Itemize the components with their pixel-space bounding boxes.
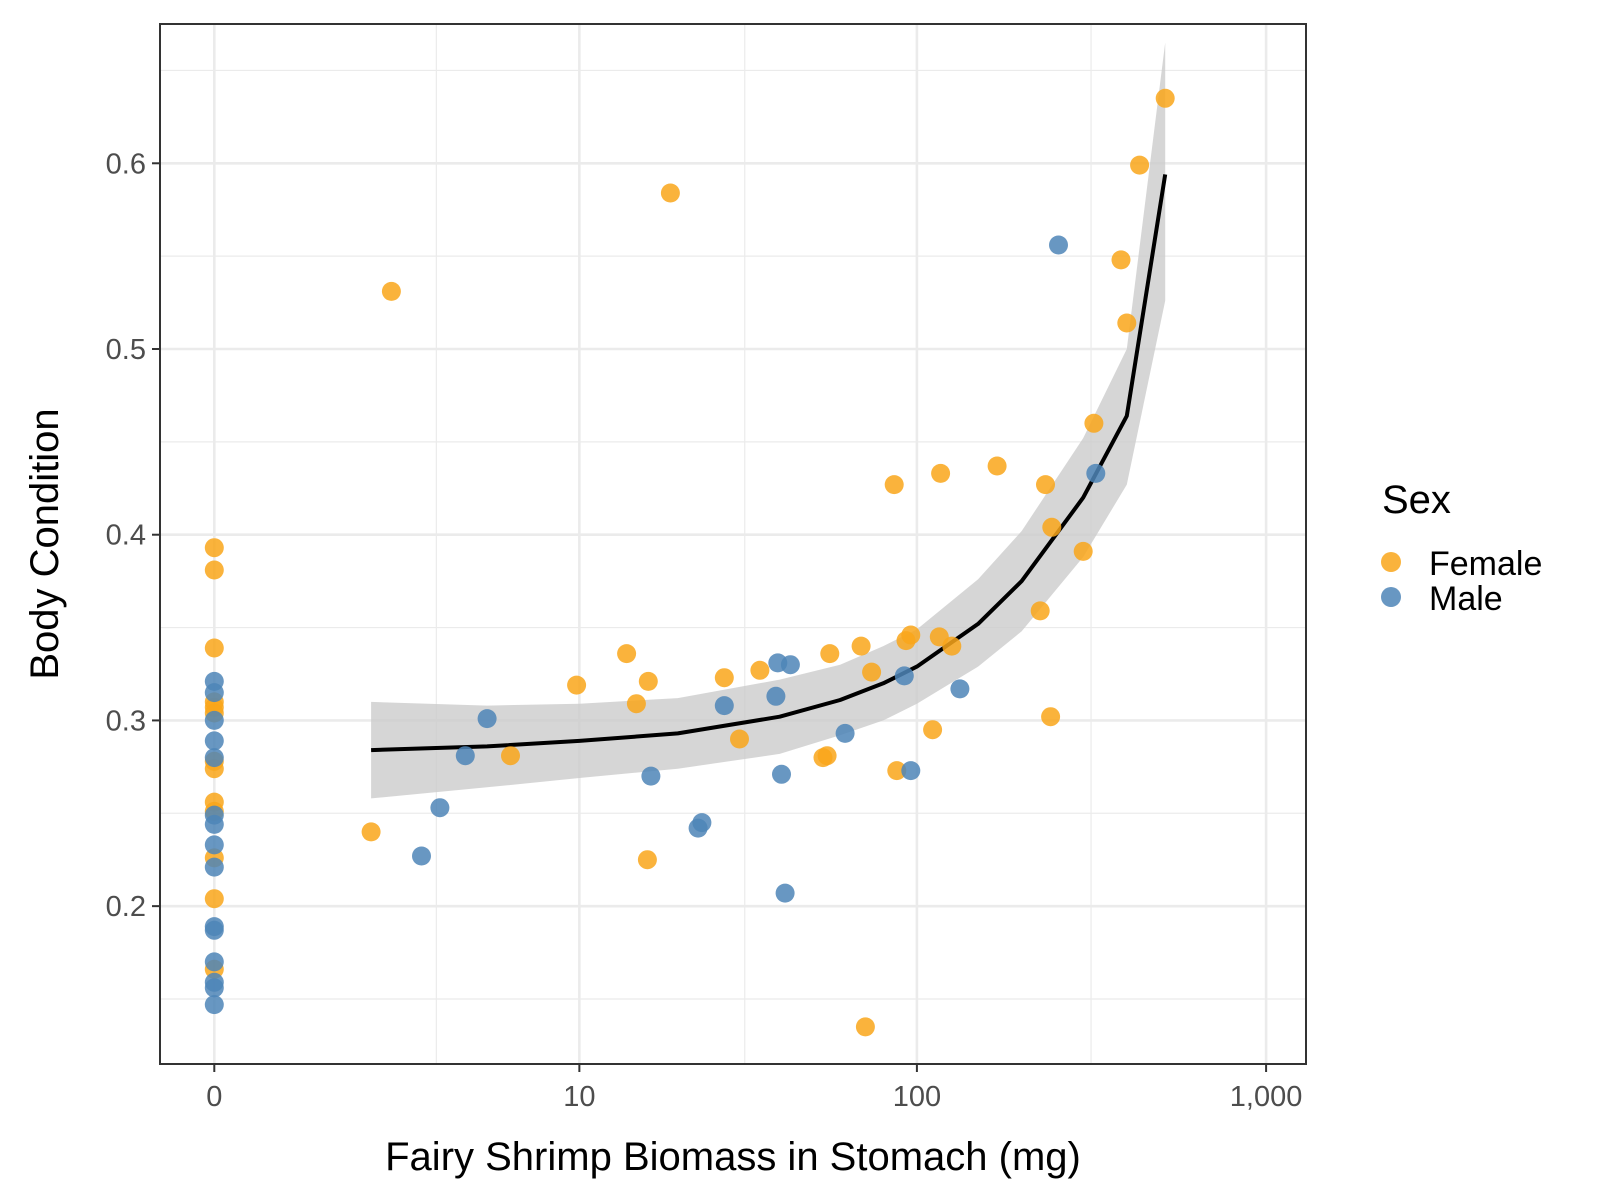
female-point-21 [660, 183, 680, 203]
y-tick-label-1: 0.3 [106, 705, 146, 737]
legend-label-male: Male [1429, 580, 1503, 618]
male-point-32 [1049, 235, 1068, 255]
male-point-14 [204, 995, 224, 1015]
female-point-1 [204, 560, 224, 580]
male-point-11 [204, 952, 224, 972]
male-point-33 [1086, 463, 1106, 483]
male-point-2 [204, 710, 224, 730]
male-point-27 [780, 655, 800, 675]
male-point-8 [204, 857, 224, 877]
y-tick-label-2: 0.4 [106, 520, 146, 552]
legend-key-female [1381, 552, 1401, 572]
female-point-40 [1030, 601, 1050, 621]
points-layer [204, 88, 1175, 1037]
female-point-35 [923, 720, 943, 740]
male-point-30 [901, 761, 921, 781]
x-axis-title: Fairy Shrimp Biomass in Stomach (mg) [385, 1135, 1081, 1179]
male-point-16 [430, 798, 450, 818]
legend-key-male [1381, 587, 1401, 607]
male-point-1 [204, 683, 224, 703]
female-point-23 [730, 729, 749, 749]
female-point-43 [1041, 707, 1061, 727]
male-point-21 [692, 813, 712, 833]
y-axis: 0.2 0.3 0.4 0.5 0.6 [106, 148, 160, 923]
female-point-49 [1155, 88, 1175, 108]
female-point-11 [204, 889, 224, 909]
male-point-26 [775, 883, 795, 903]
fit-line-layer [371, 174, 1168, 753]
female-point-37 [931, 463, 951, 483]
female-point-15 [501, 746, 520, 766]
male-point-7 [204, 835, 224, 855]
male-point-10 [204, 920, 224, 940]
plot-panel [160, 24, 1306, 1064]
male-point-25 [772, 764, 791, 784]
male-point-31 [950, 679, 970, 699]
male-point-17 [455, 746, 475, 766]
female-point-27 [820, 644, 840, 664]
male-point-28 [835, 723, 855, 743]
x-tick-label-3: 1,000 [1230, 1081, 1303, 1113]
female-point-34 [901, 625, 921, 645]
x-axis: 0 10 100 1,000 [206, 1064, 1302, 1113]
female-point-24 [750, 660, 770, 680]
female-point-17 [617, 644, 637, 664]
fit-line [371, 174, 1168, 753]
female-point-13 [361, 822, 381, 842]
legend-label-female: Female [1429, 545, 1542, 583]
y-axis-title: Body Condition [23, 408, 67, 679]
female-point-48 [1130, 155, 1150, 175]
male-point-29 [894, 666, 914, 686]
female-point-29 [862, 662, 882, 682]
male-point-13 [204, 978, 224, 998]
female-point-28 [851, 636, 871, 656]
female-point-16 [567, 675, 587, 695]
female-point-31 [884, 475, 904, 495]
female-point-18 [626, 694, 646, 714]
female-point-42 [1042, 517, 1062, 537]
female-point-14 [381, 281, 401, 301]
x-tick-label-1: 10 [563, 1081, 595, 1113]
female-point-0 [204, 538, 224, 558]
y-tick-label-4: 0.6 [106, 148, 146, 180]
female-point-2 [204, 638, 224, 658]
female-point-26 [817, 746, 837, 766]
legend: Sex Female Male [1381, 478, 1542, 618]
y-tick-label-0: 0.2 [106, 891, 146, 923]
female-point-30 [855, 1017, 875, 1037]
legend-title: Sex [1382, 478, 1451, 522]
male-point-4 [204, 748, 224, 768]
female-point-19 [638, 671, 658, 691]
confidence-ribbon [371, 42, 1166, 799]
female-point-45 [1084, 413, 1104, 433]
female-point-22 [714, 668, 734, 688]
x-tick-label-2: 100 [893, 1081, 941, 1113]
female-point-46 [1111, 250, 1131, 270]
male-point-19 [641, 766, 661, 786]
male-point-15 [412, 846, 431, 866]
panel-border [159, 23, 1307, 1065]
x-tick-label-0: 0 [206, 1081, 222, 1113]
male-point-3 [204, 731, 224, 751]
female-point-38 [942, 636, 962, 656]
female-point-39 [987, 456, 1007, 476]
male-point-6 [204, 814, 224, 834]
y-tick-label-3: 0.5 [106, 334, 146, 366]
female-point-44 [1073, 541, 1093, 561]
male-point-22 [714, 696, 734, 716]
male-point-23 [766, 686, 786, 706]
female-point-47 [1117, 313, 1137, 333]
confidence-ribbon-layer [371, 42, 1166, 799]
female-point-41 [1036, 475, 1055, 495]
male-point-18 [477, 709, 497, 729]
female-point-32 [887, 761, 907, 781]
female-point-20 [637, 850, 657, 870]
